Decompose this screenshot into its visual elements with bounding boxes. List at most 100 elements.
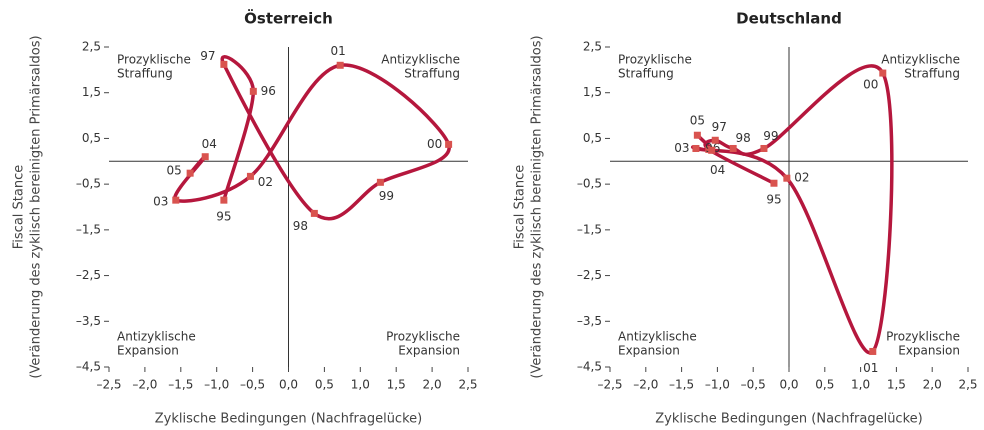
point-label: 01 [863,361,878,375]
y-tick-label: 2,5 [82,40,101,54]
y-tick-label: –3,5 [577,314,602,328]
y-tick-label: –4,5 [76,360,101,374]
x-tick-label: 2,0 [923,378,942,392]
point-marker [376,178,384,186]
y-tick-label: –3,5 [76,314,101,328]
x-tick-label: 0,5 [315,378,334,392]
y-axis-label: Fiscal Stance [513,165,528,249]
quadrant-label: Straffung [117,67,173,81]
point-marker [760,144,768,152]
point-label: 03 [153,195,168,209]
x-tick-label: 1,5 [387,378,406,392]
point-marker [201,153,209,161]
point-marker [708,146,716,154]
point-marker [729,144,737,152]
quadrant-label: Prozyklische [386,330,460,344]
quadrant-label: Antizyklische [117,330,196,344]
x-tick-label: –2,5 [597,378,622,392]
x-tick-label: 1,5 [887,378,906,392]
quadrant-label: Prozyklische [117,53,191,67]
point-label: 96 [261,84,276,98]
x-tick-label: –2,0 [633,378,658,392]
point-label: 05 [166,164,181,178]
x-tick-label: 0,5 [815,378,834,392]
x-tick-label: –2,5 [96,378,121,392]
point-label: 04 [710,163,725,177]
y-tick-label: 2,5 [583,40,602,54]
quadrant-label: Prozyklische [886,330,960,344]
y-tick-label: 1,5 [82,85,101,99]
point-label: 99 [379,189,394,203]
point-marker [246,172,254,180]
y-tick-label: –2,5 [577,268,602,282]
quadrant-label: Antizyklische [618,330,697,344]
quadrant-label: Expansion [398,344,460,358]
x-tick-label: 2,5 [458,378,477,392]
x-axis-label: Zyklische Bedingungen (Nachfragelücke) [155,412,422,427]
x-tick-label: 1,0 [351,378,370,392]
point-marker [879,69,887,77]
point-label: 05 [690,114,705,128]
y-tick-label: –2,5 [76,268,101,282]
point-marker [783,174,791,182]
point-label: 01 [331,44,346,58]
point-marker [770,179,778,187]
point-label: 99 [763,129,778,143]
point-marker [336,61,344,69]
x-tick-label: 2,5 [958,378,977,392]
point-label: 98 [736,131,751,145]
x-tick-label: –1,5 [669,378,694,392]
quadrant-label: Expansion [618,344,680,358]
chart-panel: Deutschland Zyklische Bedingungen (Nachfr… [513,10,978,427]
point-label: 97 [200,49,215,63]
point-marker [186,169,194,177]
quadrant-label: Straffung [404,67,460,81]
point-marker [172,196,180,204]
y-tick-label: –0,5 [577,177,602,191]
quadrant-label: Antizyklische [381,53,460,67]
quadrant-label: Prozyklische [618,53,692,67]
quadrant-label: Expansion [117,344,179,358]
y-tick-label: –0,5 [76,177,101,191]
y-tick-label: –1,5 [76,222,101,236]
x-tick-label: –0,5 [240,378,265,392]
y-axis-label: Fiscal Stance [12,165,27,249]
point-label: 02 [258,175,273,189]
x-tick-label: 2,0 [423,378,442,392]
point-marker [220,196,228,204]
y-tick-label: 0,5 [583,131,602,145]
point-label: 02 [794,171,809,185]
y-tick-label: –4,5 [577,360,602,374]
y-tick-label: 1,5 [583,85,602,99]
point-label: 98 [293,219,308,233]
x-tick-label: –0,5 [741,378,766,392]
chart-title: Deutschland [736,10,842,28]
quadrant-label: Straffung [618,67,674,81]
x-tick-label: –1,0 [705,378,730,392]
series-line [691,64,894,355]
y-axis-label: (Veränderung des zyklisch bereinigten Pr… [530,35,545,378]
point-label: 00 [863,78,878,92]
x-tick-label: –1,5 [168,378,193,392]
y-axis-label: (Veränderung des zyklisch bereinigten Pr… [29,35,44,378]
chart-panel: Österreich Zyklische Bedingungen (Nachfra… [12,9,478,427]
point-label: 04 [202,137,217,151]
point-marker [220,60,228,68]
point-marker [692,144,700,152]
y-tick-label: 0,5 [82,131,101,145]
point-label: 00 [427,137,442,151]
point-label: 03 [674,141,689,155]
point-label: 95 [766,193,781,207]
point-label: 97 [712,120,727,134]
point-marker [711,136,719,144]
point-marker [869,347,877,355]
x-tick-label: 0,0 [779,378,798,392]
point-marker [445,140,453,148]
x-tick-label: 1,0 [851,378,870,392]
x-tick-label: –1,0 [204,378,229,392]
chart-title: Österreich [244,9,333,28]
x-axis-label: Zyklische Bedingungen (Nachfragelücke) [655,412,922,427]
point-marker [249,87,257,95]
point-label: 95 [216,210,231,224]
